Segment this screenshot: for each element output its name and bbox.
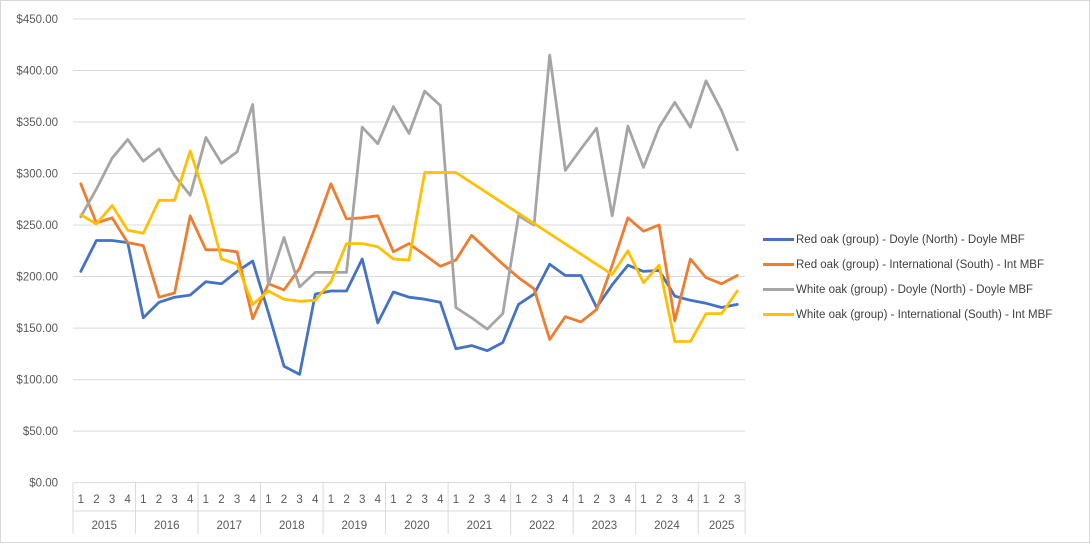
y-tick-label: $450.00 <box>16 14 58 26</box>
legend-swatch <box>763 238 794 241</box>
x-tick-quarter-label: 3 <box>234 494 240 506</box>
series-line <box>79 53 739 331</box>
x-tick-quarter-label: 4 <box>687 494 694 506</box>
x-tick-quarter-label: 1 <box>578 494 584 506</box>
y-tick-label: $300.00 <box>16 169 58 181</box>
x-tick-quarter-label: 1 <box>265 494 271 506</box>
x-tick-year-label: 2015 <box>91 520 117 532</box>
y-tick-label: $400.00 <box>16 66 58 78</box>
x-tick-quarter-label: 3 <box>359 494 365 506</box>
series-line <box>79 149 739 343</box>
x-tick-quarter-label: 2 <box>406 494 412 506</box>
x-tick-quarter-label: 2 <box>218 494 224 506</box>
x-tick-year-label: 2024 <box>654 520 680 532</box>
x-tick-quarter-label: 3 <box>171 494 177 506</box>
x-tick-quarter-label: 2 <box>281 494 287 506</box>
y-tick-label: $250.00 <box>16 220 58 232</box>
legend-item: Red oak (group) - International (South) … <box>763 252 1052 277</box>
x-tick-quarter-label: 2 <box>531 494 537 506</box>
x-tick-quarter-label: 4 <box>562 494 569 506</box>
legend-swatch <box>763 263 794 266</box>
x-tick-quarter-label: 3 <box>609 494 615 506</box>
legend-label: Red oak (group) - Doyle (North) - Doyle … <box>796 233 1025 246</box>
series-line <box>79 182 739 341</box>
x-tick-quarter-label: 4 <box>125 494 132 506</box>
legend-label: White oak (group) - International (South… <box>796 308 1053 321</box>
gridlines <box>73 18 746 484</box>
x-tick-year-label: 2016 <box>154 520 180 532</box>
x-tick-quarter-label: 3 <box>672 494 678 506</box>
x-tick-quarter-label: 2 <box>593 494 599 506</box>
legend-item: White oak (group) - International (South… <box>763 302 1052 327</box>
x-tick-quarter-label: 1 <box>515 494 521 506</box>
x-tick-year-label: 2017 <box>217 520 243 532</box>
x-tick-quarter-label: 4 <box>312 494 319 506</box>
x-tick-year-label: 2022 <box>529 520 555 532</box>
x-tick-year-label: 2020 <box>404 520 430 532</box>
x-tick-year-label: 2018 <box>279 520 305 532</box>
x-tick-quarter-label: 1 <box>140 494 146 506</box>
y-tick-label: $100.00 <box>16 375 58 387</box>
x-tick-year-label: 2025 <box>709 520 735 532</box>
x-tick-quarter-label: 2 <box>156 494 162 506</box>
x-tick-quarter-label: 4 <box>187 494 194 506</box>
x-tick-quarter-label: 3 <box>296 494 302 506</box>
legend: Red oak (group) - Doyle (North) - Doyle … <box>763 227 1052 327</box>
x-tick-quarter-label: 2 <box>93 494 99 506</box>
y-tick-label: $150.00 <box>16 323 58 335</box>
x-tick-quarter-label: 4 <box>375 494 382 506</box>
legend-swatch <box>763 288 794 291</box>
x-tick-quarter-label: 4 <box>500 494 507 506</box>
x-tick-quarter-label: 3 <box>421 494 427 506</box>
x-tick-quarter-label: 4 <box>625 494 632 506</box>
x-tick-quarter-label: 2 <box>468 494 474 506</box>
legend-item: Red oak (group) - Doyle (North) - Doyle … <box>763 227 1052 252</box>
legend-label: Red oak (group) - International (South) … <box>796 258 1044 271</box>
x-tick-quarter-label: 3 <box>484 494 490 506</box>
y-tick-label: $350.00 <box>16 117 58 129</box>
y-tick-label: $0.00 <box>29 478 58 490</box>
legend-swatch <box>763 313 794 316</box>
x-tick-quarter-label: 3 <box>547 494 553 506</box>
x-tick-quarter-label: 1 <box>453 494 459 506</box>
x-tick-quarter-label: 1 <box>203 494 209 506</box>
series-lines <box>79 53 739 376</box>
legend-item: White oak (group) - Doyle (North) - Doyl… <box>763 277 1052 302</box>
series-line <box>79 239 739 376</box>
x-tick-quarter-label: 4 <box>437 494 444 506</box>
x-tick-quarter-label: 3 <box>734 494 740 506</box>
x-tick-quarter-label: 2 <box>343 494 349 506</box>
x-tick-year-label: 2021 <box>467 520 493 532</box>
x-tick-quarter-label: 2 <box>718 494 724 506</box>
x-tick-quarter-label: 1 <box>78 494 84 506</box>
legend-label: White oak (group) - Doyle (North) - Doyl… <box>796 283 1034 296</box>
x-tick-quarter-label: 1 <box>328 494 334 506</box>
x-tick-year-label: 2023 <box>592 520 618 532</box>
x-tick-quarter-label: 4 <box>250 494 257 506</box>
y-tick-label: $200.00 <box>16 272 58 284</box>
y-tick-label: $50.00 <box>23 426 58 438</box>
x-tick-quarter-label: 1 <box>703 494 709 506</box>
y-axis-ticks: $0.00 $50.00 $100.00 $150.00 $200.00 $250.00 $… <box>16 14 58 490</box>
x-tick-quarter-label: 1 <box>390 494 396 506</box>
x-tick-quarter-label: 1 <box>640 494 646 506</box>
x-tick-quarter-label: 2 <box>656 494 662 506</box>
x-tick-year-label: 2019 <box>342 520 368 532</box>
x-tick-quarter-label: 3 <box>109 494 115 506</box>
